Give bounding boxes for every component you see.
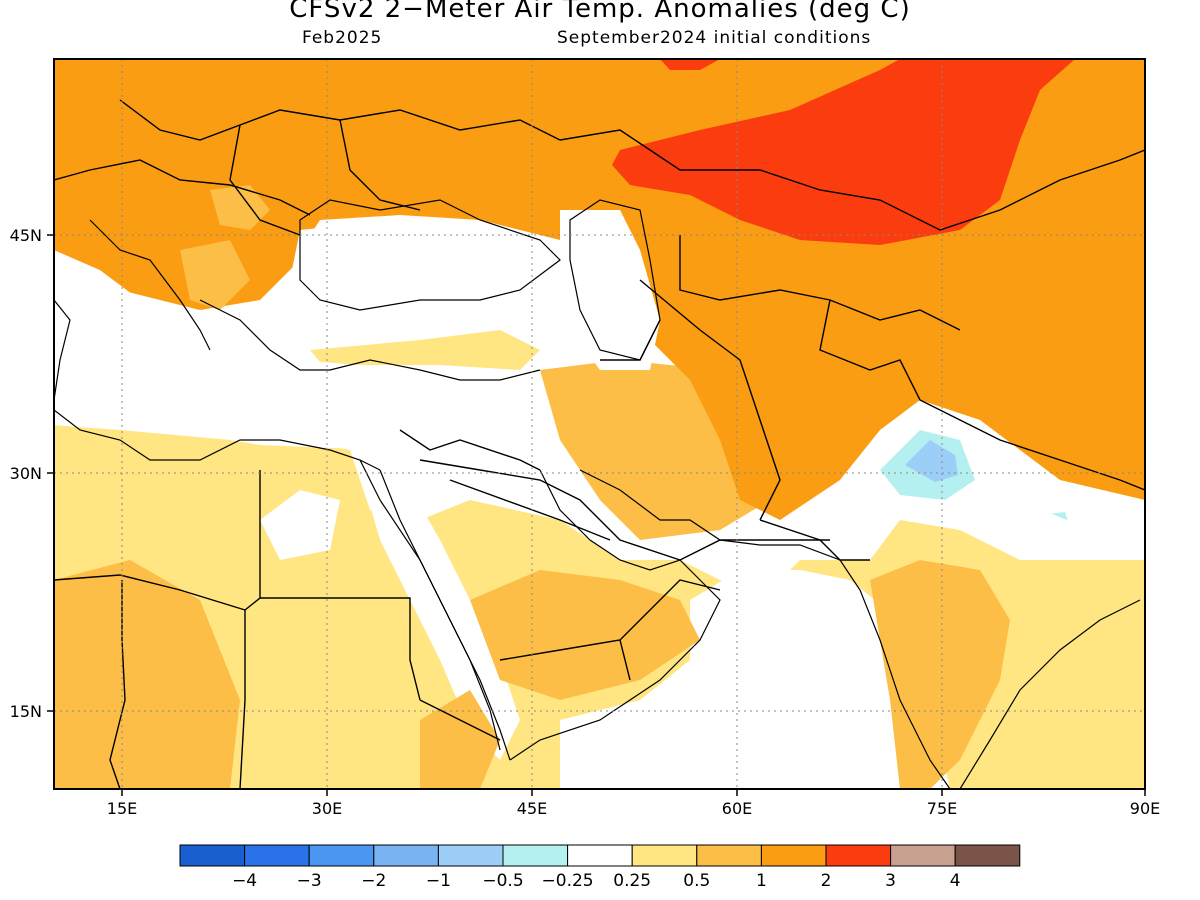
lat-label-15n: 15N	[10, 702, 42, 721]
neutral-region	[560, 210, 660, 370]
anomaly-region-moderate	[420, 690, 500, 789]
coastlines	[54, 199, 1141, 789]
colorbar-swatch	[567, 844, 633, 867]
anomaly-region-moderate	[54, 560, 240, 789]
lon-label-90e: 90E	[1130, 799, 1160, 818]
map-field	[54, 59, 1145, 789]
colorbar-swatch	[825, 844, 892, 867]
colorbar-label: −0.25	[542, 871, 594, 891]
colorbar-label: −1	[426, 871, 451, 891]
lon-label-45e: 45E	[517, 799, 547, 818]
colorbar-swatch	[890, 844, 956, 867]
neutral-region	[360, 470, 520, 760]
lon-label-30e: 30E	[312, 799, 342, 818]
colorbar-swatch	[696, 844, 762, 867]
anomaly-region-cool	[905, 440, 958, 482]
anomaly-region-moderate	[180, 240, 250, 310]
graticule	[54, 59, 1145, 789]
lon-label-75e: 75E	[927, 799, 957, 818]
colorbar-swatch	[502, 844, 569, 867]
anomaly-region-moderate	[870, 560, 1010, 789]
colorbar: −4 −3 −2 −1 −0.5 −0.25 0.25 0.5 1 2 3 4	[179, 844, 1021, 891]
initial-conditions: September2024 initial conditions	[557, 28, 872, 48]
neutral-region	[290, 220, 560, 365]
colorbar-label: −0.5	[482, 871, 523, 891]
neutral-region	[54, 270, 380, 450]
colorbar-swatch	[244, 844, 310, 867]
colorbar-swatch	[760, 844, 827, 867]
colorbar-label: 2	[821, 871, 832, 891]
anomaly-region-moderate	[210, 185, 270, 230]
lat-label-30n: 30N	[10, 464, 42, 483]
colorbar-label: 1	[756, 871, 767, 891]
colorbar-swatch	[373, 844, 439, 867]
colorbar-swatch	[308, 844, 375, 867]
tick-marks	[47, 234, 1146, 796]
colorbar-label: 3	[885, 871, 896, 891]
colorbar-swatch	[179, 844, 246, 867]
anomaly-region-hot	[660, 59, 720, 70]
lon-label-60e: 60E	[722, 799, 752, 818]
colorbar-label: −3	[297, 871, 322, 891]
map-frame	[53, 58, 1146, 790]
colorbar-label: −4	[232, 871, 257, 891]
colorbar-label: 0.25	[613, 871, 651, 891]
chart-title: CFSv2 2−Meter Air Temp. Anomalies (deg C…	[289, 0, 911, 24]
anomaly-region-hot	[612, 59, 1075, 245]
neutral-region	[260, 490, 340, 560]
colorbar-label: 0.5	[683, 871, 710, 891]
colorbar-swatch	[437, 844, 504, 867]
colorbar-swatch	[954, 844, 1021, 867]
forecast-month: Feb2025	[302, 28, 383, 48]
neutral-region	[400, 440, 600, 520]
colorbar-label: −2	[361, 871, 386, 891]
neutral-region	[560, 570, 950, 789]
colorbar-label: 4	[950, 871, 961, 891]
anomaly-region-moderate	[470, 570, 700, 700]
lat-label-45n: 45N	[10, 226, 42, 245]
anomaly-region-light	[310, 330, 540, 370]
colorbar-swatch	[631, 844, 698, 867]
lon-label-15e: 15E	[107, 799, 137, 818]
neutral-region	[960, 500, 1110, 560]
